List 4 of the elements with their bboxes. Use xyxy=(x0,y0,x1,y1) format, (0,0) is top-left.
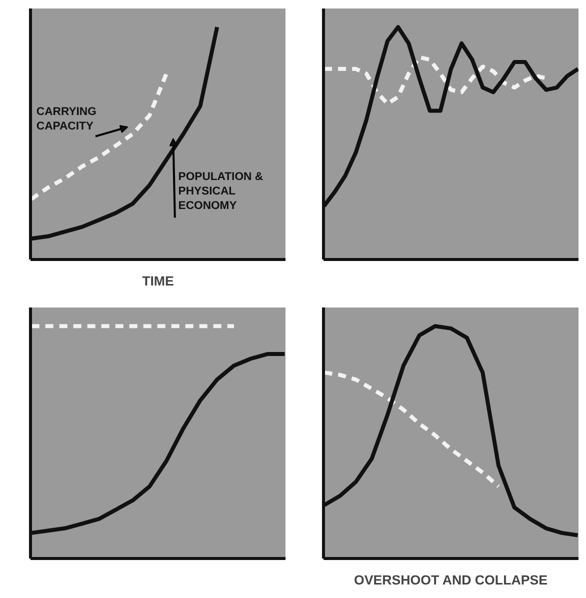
series-label: CARRYING CAPACITY xyxy=(36,106,97,133)
series-label: POPULATION & PHYSICAL ECONOMY xyxy=(178,171,264,212)
x-axis-title: TIME xyxy=(142,274,174,288)
x-axis-title: OVERSHOOT AND COLLAPSE xyxy=(354,572,548,588)
